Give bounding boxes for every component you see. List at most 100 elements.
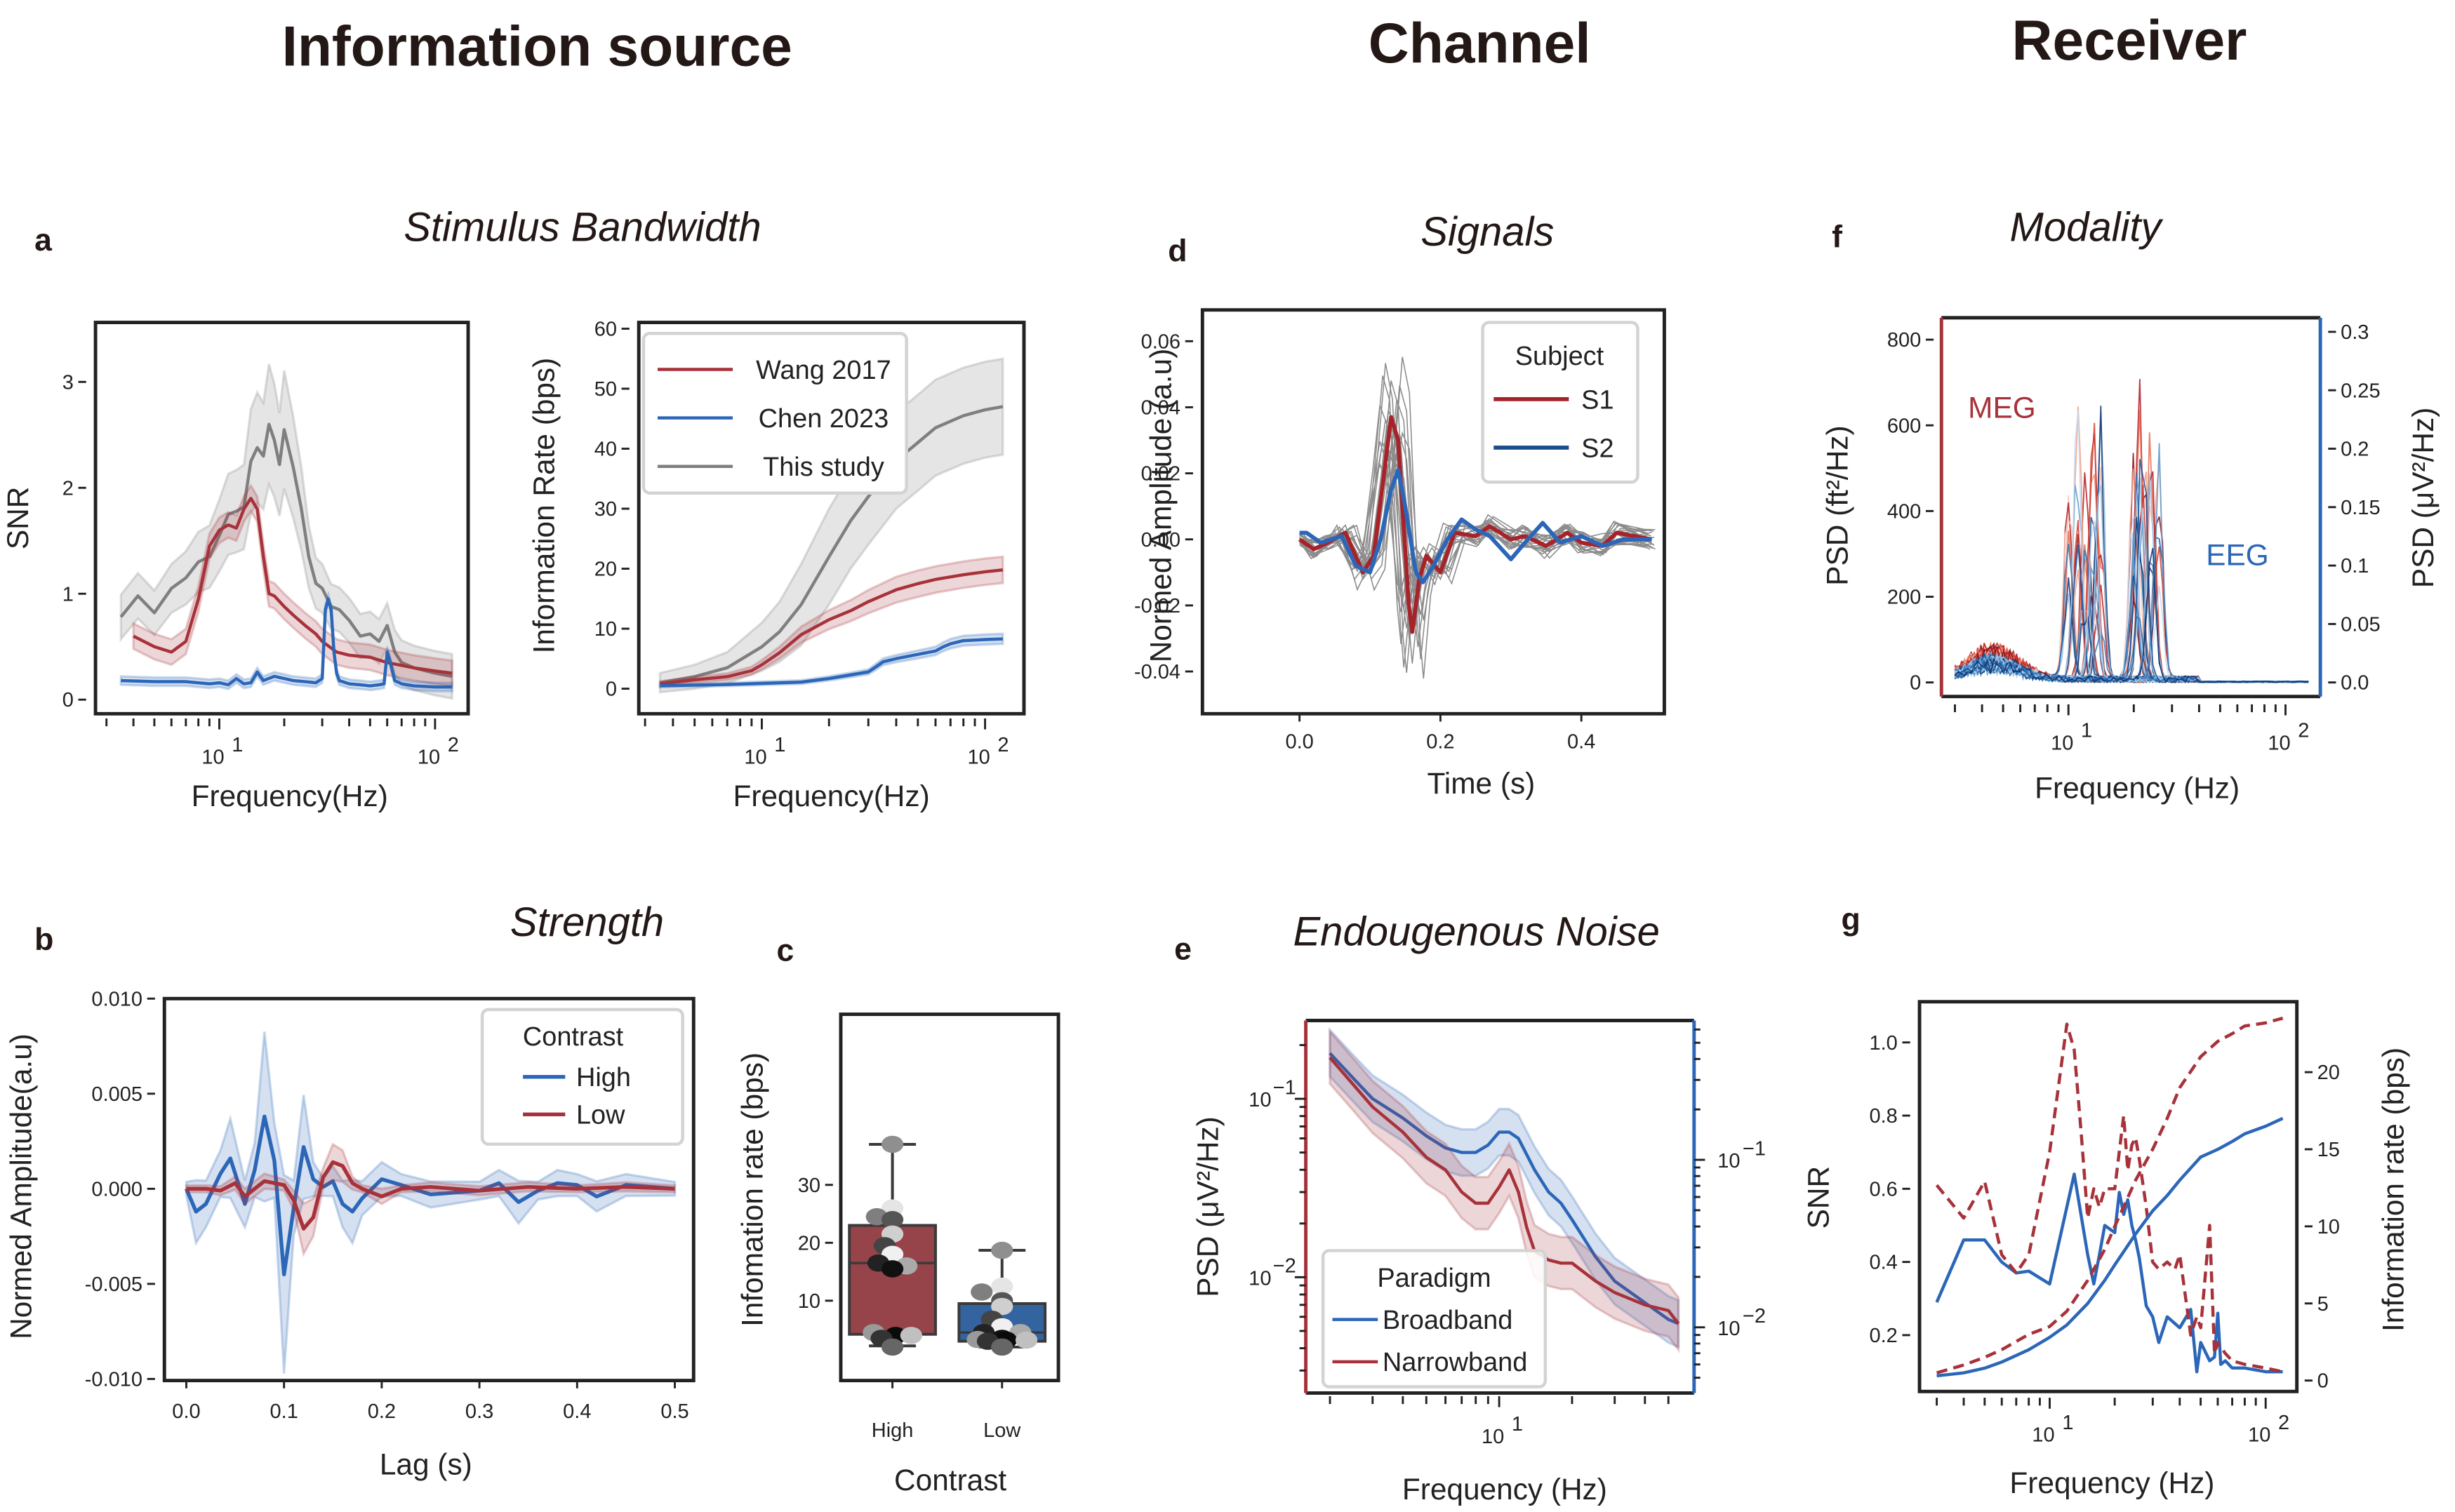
x-tick-base: 10 bbox=[201, 747, 224, 769]
x-tick-label: 10 bbox=[968, 747, 990, 769]
y-tick-label: 30 bbox=[798, 1175, 820, 1197]
x-tick-label: 10 bbox=[201, 747, 224, 769]
y-tick-label: 30 bbox=[594, 498, 617, 521]
series-group bbox=[1329, 1026, 1680, 1353]
y-axis-label-right: PSD (μV²/Hz) bbox=[2407, 408, 2440, 588]
x-tick-label: 0.1 bbox=[270, 1400, 298, 1423]
chart-a-snr: 0 1 2 3 10 1 10 2 Frequency(Hz) SNR bbox=[1, 321, 470, 812]
error-band-broadband bbox=[1329, 1026, 1680, 1349]
x-tick-exponent: 1 bbox=[2062, 1412, 2073, 1434]
x-tick-label: 10 bbox=[2248, 1424, 2270, 1447]
x-tick-label: 0.4 bbox=[563, 1400, 591, 1423]
x-tick-label: Low bbox=[983, 1419, 1021, 1442]
data-point bbox=[881, 1338, 904, 1356]
series-group bbox=[658, 357, 1004, 694]
error-band-narrowband bbox=[1329, 1028, 1680, 1353]
data-point bbox=[991, 1338, 1013, 1356]
legend: Wang 2017 Chen 2023 This study bbox=[641, 331, 908, 495]
y-tick-label: 0.15 bbox=[2341, 497, 2380, 519]
x-axis-label: Frequency(Hz) bbox=[733, 780, 929, 812]
x-tick-label: 0.5 bbox=[660, 1400, 688, 1423]
y-tick-label: 0.0 bbox=[2341, 672, 2369, 695]
data-point bbox=[991, 1297, 1013, 1316]
y-tick-label: 0.05 bbox=[2341, 613, 2380, 636]
y-tick-label: -0.02 bbox=[1134, 595, 1180, 617]
panel-label-e: e bbox=[1174, 932, 1192, 967]
y-tick-label: 200 bbox=[1887, 587, 1921, 609]
y-tick-base: 10 bbox=[1249, 1268, 1271, 1290]
subtitle-stimulus-bandwidth: Stimulus Bandwidth bbox=[404, 205, 761, 250]
legend-title: Subject bbox=[1515, 342, 1604, 371]
legend-box bbox=[1481, 321, 1639, 484]
subtitle-modality: Modality bbox=[2010, 205, 2164, 250]
plot-frame bbox=[839, 1012, 1060, 1383]
y-axis-label: SNR bbox=[1, 487, 34, 549]
legend-entry: S2 bbox=[1581, 434, 1614, 463]
error-band-low bbox=[185, 1142, 677, 1257]
chart-d-signals: -0.04 -0.02 0.00 0.02 0.04 0.06 0.0 0.2 0.4 Time … bbox=[1134, 308, 1666, 800]
y-tick-label: 15 bbox=[2317, 1139, 2340, 1161]
x-tick-label: 0.4 bbox=[1567, 730, 1595, 753]
series-group bbox=[1935, 1017, 2284, 1378]
data-point bbox=[881, 1260, 904, 1278]
subtitle-endogenous-noise: Endougenous Noise bbox=[1293, 909, 1660, 954]
y-tick-label: 0 bbox=[1910, 672, 1921, 695]
x-axis-label: Contrast bbox=[894, 1464, 1006, 1497]
x-axis-label: Frequency (Hz) bbox=[1402, 1473, 1607, 1506]
individual-trace bbox=[1300, 459, 1653, 601]
section-title-channel: Channel bbox=[1369, 12, 1591, 75]
legend: Subject S1 S2 bbox=[1481, 321, 1639, 484]
legend-title: Paradigm bbox=[1377, 1264, 1491, 1293]
legend: Paradigm Broadband Narrowband bbox=[1321, 1249, 1548, 1389]
y-tick-label: 0.1 bbox=[2341, 555, 2369, 577]
x-axis-label: Frequency (Hz) bbox=[2009, 1466, 2214, 1499]
x-tick-label: 0.2 bbox=[1426, 730, 1454, 753]
y-tick-label: 20 bbox=[2317, 1062, 2340, 1084]
y-tick-label: 50 bbox=[594, 378, 617, 401]
y-axis-label: Normed Amplitude (a.u) bbox=[1145, 349, 1178, 662]
y-axis-label-left: PSD (ft²/Hz) bbox=[1821, 425, 1854, 585]
panel-label-g: g bbox=[1841, 902, 1860, 937]
series-line-high bbox=[185, 1114, 675, 1277]
legend: Contrast High Low bbox=[480, 1008, 684, 1146]
y-tick-exponent: −1 bbox=[1273, 1076, 1296, 1099]
series-line-wang-2017 bbox=[133, 497, 453, 675]
panel-label-f: f bbox=[1832, 220, 1842, 254]
x-tick-base: 10 bbox=[2268, 732, 2290, 755]
panel-label-b: b bbox=[34, 923, 53, 957]
series-line-chen-2023 bbox=[660, 637, 1003, 688]
x-tick-label: 10 bbox=[2268, 732, 2290, 755]
y-tick-label: 10 bbox=[1249, 1089, 1271, 1111]
series-group bbox=[119, 363, 453, 700]
y-tick-label: 5 bbox=[2317, 1293, 2329, 1316]
y-axis-label: Information Rate (bps) bbox=[528, 358, 561, 654]
y-tick-label: 0.8 bbox=[1869, 1105, 1897, 1128]
y-tick-label: 0.2 bbox=[1869, 1325, 1897, 1347]
series-line-ir-dashed bbox=[1936, 1017, 2284, 1374]
subtitle-strength: Strength bbox=[510, 899, 664, 945]
individual-trace bbox=[1299, 442, 1650, 610]
x-axis-label: Frequency(Hz) bbox=[192, 780, 388, 812]
x-axis-label: Frequency (Hz) bbox=[2035, 772, 2240, 805]
x-tick-base: 10 bbox=[2051, 732, 2073, 755]
x-tick-label: 10 bbox=[418, 747, 440, 769]
x-tick-exponent: 1 bbox=[1512, 1413, 1523, 1436]
annotation-meg: MEG bbox=[1968, 392, 2036, 424]
plot-frame bbox=[637, 321, 1026, 716]
x-tick-label: 10 bbox=[1482, 1426, 1504, 1448]
panel-label-a: a bbox=[34, 223, 53, 257]
series-line-narrowband bbox=[1329, 1056, 1680, 1325]
series-line-this-study bbox=[659, 405, 1004, 685]
x-tick-base: 10 bbox=[418, 747, 440, 769]
legend-entry: Broadband bbox=[1383, 1306, 1512, 1335]
x-tick-base: 10 bbox=[2248, 1424, 2270, 1447]
x-tick-exponent: 2 bbox=[2278, 1412, 2289, 1434]
y-tick-label: 20 bbox=[594, 558, 617, 581]
x-tick-label: 0.3 bbox=[465, 1400, 493, 1423]
error-band-wang-2017 bbox=[658, 555, 1004, 688]
eeg-trace bbox=[1954, 547, 2309, 683]
chart-f-modality: 0 200 400 600 800 0.0 0.05 0.1 0.15 0.2 0.25 0.3 10 1… bbox=[1821, 316, 2440, 805]
y-tick-label: 600 bbox=[1887, 415, 1921, 437]
y-tick-label: 0 bbox=[606, 678, 617, 701]
box-low bbox=[957, 1241, 1047, 1356]
